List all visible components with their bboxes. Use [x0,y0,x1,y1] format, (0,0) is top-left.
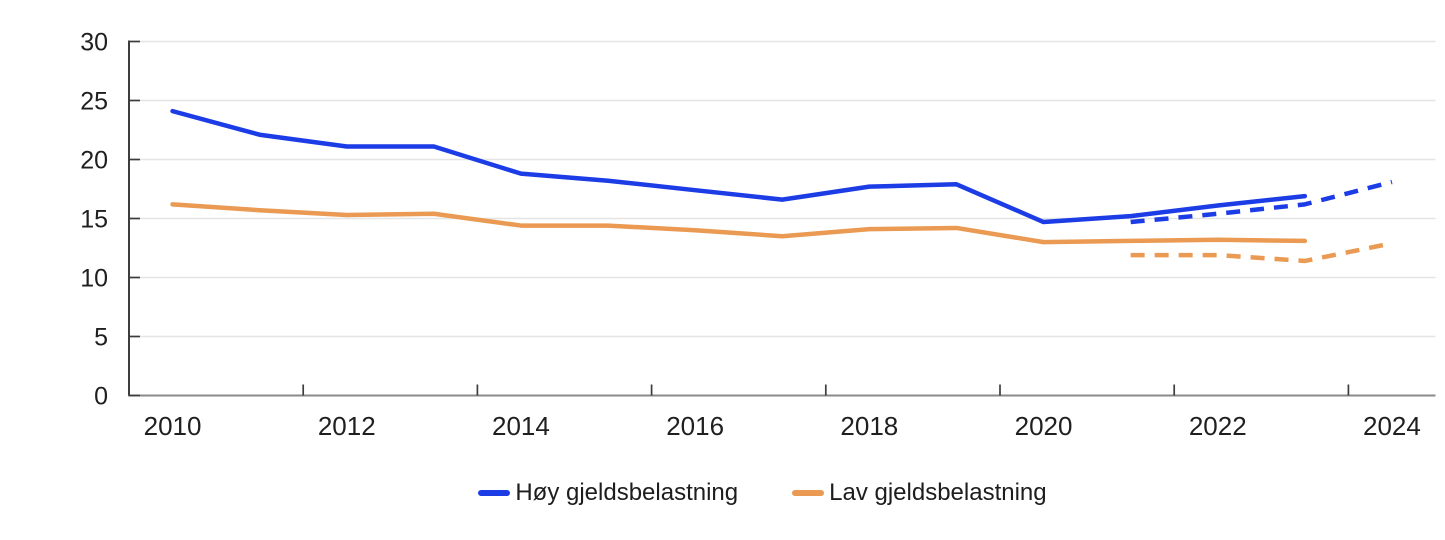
series-lav-gjeldsbelastning-dashed [1130,241,1393,264]
y-axis-tick-label: 20 [80,147,108,175]
legend-swatch-hoy-icon [478,490,511,496]
legend-label-lav: Lav gjeldsbelastning [829,479,1047,506]
y-axis-tick-label: 30 [80,29,108,57]
x-axis-tick-label: 2024 [1363,411,1421,441]
x-axis-tick-label: 2020 [1015,411,1073,441]
y-axis-tick-label: 0 [94,383,108,411]
series-lav-gjeldsbelastning-solid [170,202,1308,245]
y-axis-tick-label: 25 [80,88,108,116]
x-axis-tick-label: 2012 [318,411,376,441]
line-chart: 2010 2012 2014 2016 2018 2020 2022 2024 0 5 10 15 20… [40,16,1445,524]
plot-area: 2010 2012 2014 2016 2018 2020 2022 2024 0 5 10 15 20… [80,29,1436,441]
series-hoy-gjeldsbelastning-dashed [1130,179,1393,225]
chart-legend: Høy gjeldsbelastning Lav gjeldsbelastnin… [40,476,1445,510]
x-axis-tick-label: 2016 [666,411,724,441]
legend-item-lav-gjeldsbelastning: Lav gjeldsbelastning [792,481,1047,505]
legend-label-hoy: Høy gjeldsbelastning [515,479,739,506]
y-axis-tick-label: 10 [80,265,108,293]
y-axis-tick-label: 15 [80,206,108,234]
x-axis-tick-label: 2018 [840,411,898,441]
legend-swatch-lav-icon [792,490,825,496]
x-axis-tick-label: 2010 [144,411,202,441]
x-axis-tick-label: 2014 [492,411,550,441]
legend-item-hoy-gjeldsbelastning: Høy gjeldsbelastning [478,481,738,505]
series-hoy-gjeldsbelastning-solid [170,108,1308,225]
y-axis-tick-label: 5 [94,324,108,352]
x-axis-tick-label: 2022 [1189,411,1247,441]
